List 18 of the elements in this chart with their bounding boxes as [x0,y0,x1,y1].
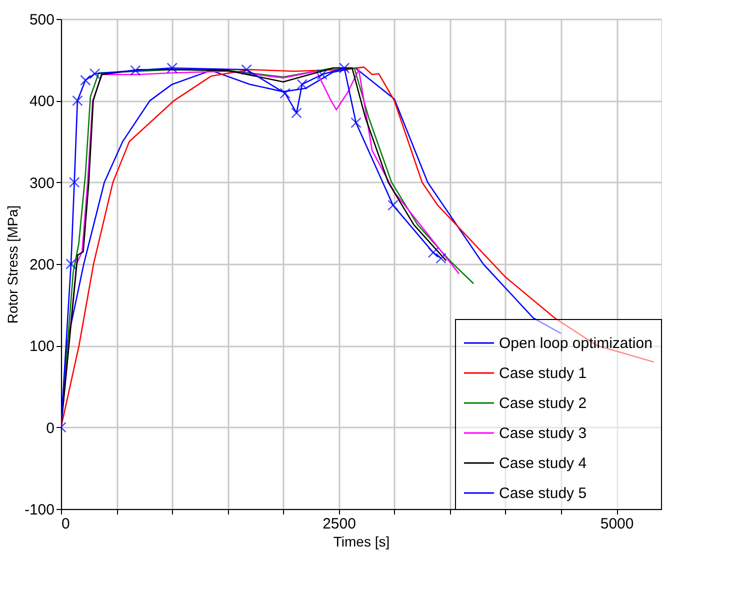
y-tick-label: 300 [29,174,54,192]
y-axis-title: Rotor Stress [MPa] [4,205,20,324]
y-tick-label: 400 [29,93,54,110]
x-tick-label: 5000 [600,516,634,532]
legend-label: Case study 3 [499,425,587,442]
y-tick-label: 0 [46,420,54,437]
legend-label: Case study 1 [499,365,587,382]
legend-label: Case study 4 [499,455,587,472]
legend-label: Case study 2 [499,395,587,412]
y-tick-label: 200 [29,256,54,274]
x-tick-label: 0 [62,516,70,532]
legend-label: Case study 5 [499,485,587,502]
legend-label: Open loop optimization [499,335,652,352]
y-tick-label: 100 [29,338,54,356]
y-tick-label: 500 [29,12,54,28]
x-axis-title: Times [s] [333,534,390,550]
y-tick-label: -100 [24,502,54,518]
x-tick-label: 2500 [322,516,356,532]
